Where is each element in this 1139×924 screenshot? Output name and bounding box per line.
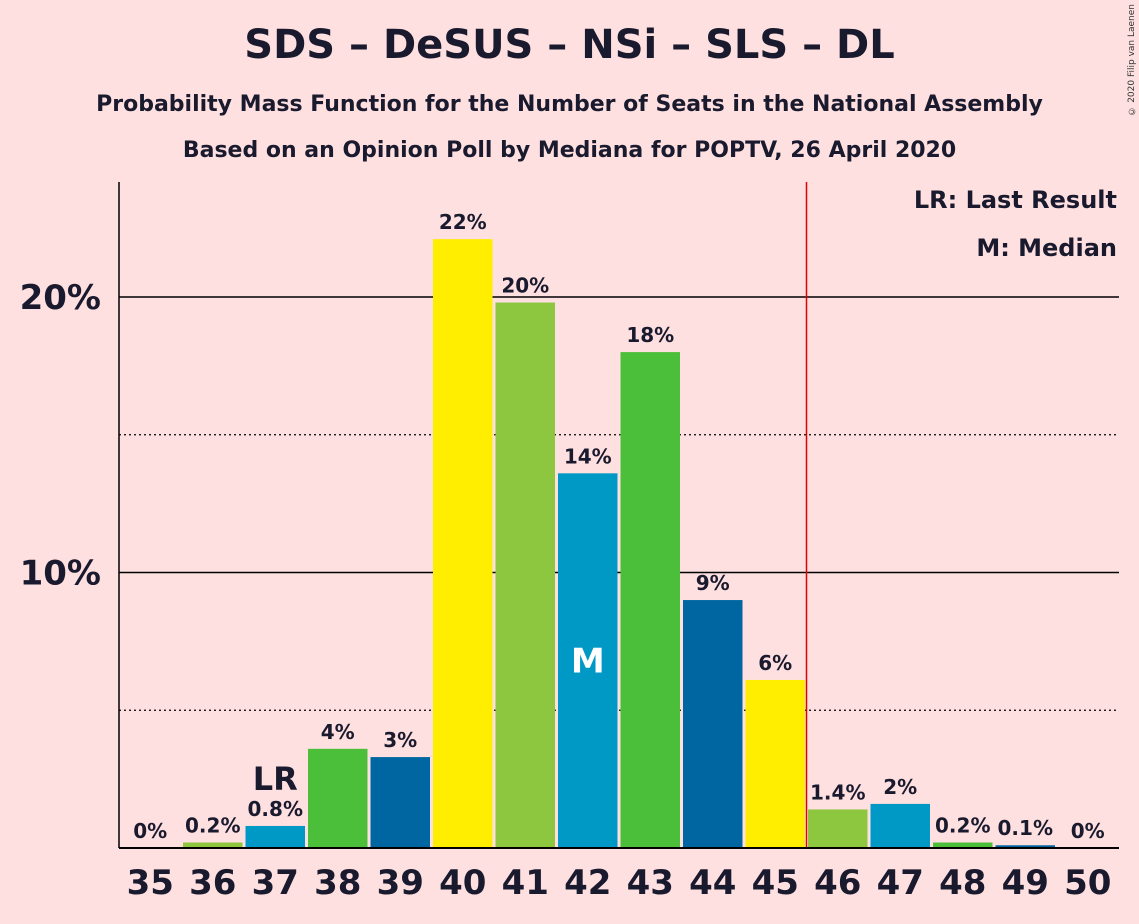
x-tick-label: 37 — [252, 863, 299, 903]
data-label-37: 0.8% — [248, 797, 303, 821]
data-label-44: 9% — [696, 571, 730, 595]
median-marker: M — [571, 642, 605, 682]
data-label-50: 0% — [1071, 819, 1105, 843]
x-tick-label: 40 — [439, 863, 486, 903]
bar-40 — [433, 239, 493, 848]
chart-subtitle: Probability Mass Function for the Number… — [96, 92, 1043, 117]
x-tick-label: 35 — [127, 863, 174, 903]
data-label-48: 0.2% — [935, 813, 990, 837]
chart-title: SDS – DeSUS – NSi – SLS – DL — [244, 22, 895, 68]
x-tick-label: 49 — [1002, 863, 1049, 903]
y-tick-label: 20% — [20, 278, 101, 318]
bar-44 — [683, 600, 743, 848]
x-tick-label: 44 — [689, 863, 736, 903]
data-label-45: 6% — [758, 651, 792, 675]
bar-41 — [495, 302, 555, 848]
x-tick-label: 41 — [502, 863, 549, 903]
data-label-41: 20% — [501, 274, 549, 298]
data-label-46: 1.4% — [810, 780, 865, 804]
data-label-40: 22% — [439, 210, 487, 234]
last-result-marker: LR — [253, 760, 298, 798]
data-label-35: 0% — [133, 819, 167, 843]
bar-45 — [745, 679, 805, 848]
bar-47 — [870, 803, 930, 848]
x-tick-label: 38 — [314, 863, 361, 903]
data-label-42: 14% — [564, 444, 612, 468]
bar-48 — [933, 842, 993, 848]
x-tick-label: 36 — [189, 863, 236, 903]
legend-median: M: Median — [976, 234, 1117, 262]
data-label-39: 3% — [383, 728, 417, 752]
data-label-43: 18% — [626, 323, 674, 347]
x-tick-label: 43 — [627, 863, 674, 903]
x-tick-label: 45 — [752, 863, 799, 903]
bar-49 — [995, 845, 1055, 848]
x-tick-label: 48 — [939, 863, 986, 903]
x-tick-label: 42 — [564, 863, 611, 903]
data-label-49: 0.1% — [998, 816, 1053, 840]
data-label-38: 4% — [321, 720, 355, 744]
data-label-47: 2% — [883, 775, 917, 799]
bar-43 — [620, 352, 680, 848]
bar-39 — [370, 757, 430, 848]
legend-last-result: LR: Last Result — [913, 186, 1117, 214]
bar-46 — [808, 809, 868, 848]
bar-42 — [558, 473, 618, 848]
bar-38 — [308, 748, 368, 848]
bar-36 — [183, 842, 243, 848]
chart-subtitle-source: Based on an Opinion Poll by Mediana for … — [182, 138, 957, 163]
x-tick-label: 39 — [377, 863, 424, 903]
x-tick-label: 50 — [1064, 863, 1111, 903]
x-tick-label: 46 — [814, 863, 861, 903]
bar-37 — [245, 825, 305, 848]
y-tick-label: 10% — [20, 554, 101, 594]
data-label-36: 0.2% — [185, 813, 240, 837]
x-tick-label: 47 — [877, 863, 924, 903]
